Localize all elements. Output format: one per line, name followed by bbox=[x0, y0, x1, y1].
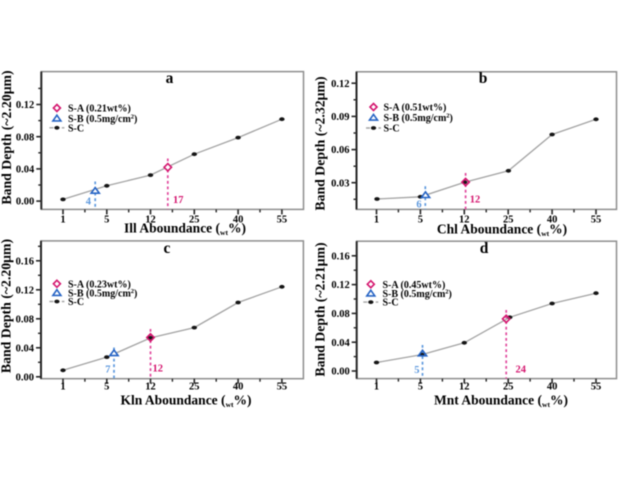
svg-text:0.12: 0.12 bbox=[331, 280, 349, 291]
svg-text:Chl Aboundance (wt%): Chl Aboundance (wt%) bbox=[437, 222, 567, 239]
svg-text:55: 55 bbox=[591, 381, 602, 392]
svg-text:0.03: 0.03 bbox=[331, 178, 349, 189]
svg-text:12: 12 bbox=[470, 194, 481, 205]
svg-text:S-C: S-C bbox=[68, 297, 84, 308]
svg-text:5: 5 bbox=[414, 365, 419, 376]
svg-text:1: 1 bbox=[60, 214, 65, 225]
svg-text:12: 12 bbox=[153, 364, 164, 375]
svg-text:5: 5 bbox=[418, 214, 423, 225]
svg-text:0.00: 0.00 bbox=[16, 372, 34, 383]
svg-text:Band Depth (~2.20μm): Band Depth (~2.20μm) bbox=[0, 70, 15, 204]
svg-text:40: 40 bbox=[233, 214, 244, 225]
svg-text:a: a bbox=[166, 70, 174, 87]
svg-text:Band Depth (~2.20μm): Band Depth (~2.20μm) bbox=[0, 239, 15, 373]
svg-text:0.12: 0.12 bbox=[16, 100, 34, 111]
svg-text:S-B (0.5mg/cm2): S-B (0.5mg/cm2) bbox=[68, 113, 137, 125]
svg-text:25: 25 bbox=[189, 381, 200, 392]
svg-text:1: 1 bbox=[374, 214, 379, 225]
svg-text:0.08: 0.08 bbox=[16, 314, 34, 325]
svg-text:55: 55 bbox=[277, 214, 288, 225]
svg-text:12: 12 bbox=[459, 381, 470, 392]
svg-text:1: 1 bbox=[374, 381, 379, 392]
svg-text:0.12: 0.12 bbox=[16, 285, 34, 296]
svg-text:Band Depth (~2.32μm): Band Depth (~2.32μm) bbox=[313, 76, 329, 210]
svg-text:c: c bbox=[164, 240, 171, 257]
svg-text:40: 40 bbox=[233, 381, 244, 392]
svg-text:0.04: 0.04 bbox=[16, 343, 35, 354]
svg-text:0.12: 0.12 bbox=[331, 79, 349, 90]
svg-text:40: 40 bbox=[547, 214, 558, 225]
svg-text:5: 5 bbox=[104, 381, 109, 392]
svg-text:0.08: 0.08 bbox=[16, 132, 34, 143]
svg-text:0.04: 0.04 bbox=[331, 338, 350, 349]
svg-text:1: 1 bbox=[60, 381, 65, 392]
svg-text:40: 40 bbox=[547, 381, 558, 392]
svg-text:24: 24 bbox=[516, 365, 527, 376]
svg-text:S-A (0.21wt%): S-A (0.21wt%) bbox=[68, 104, 131, 115]
svg-text:0.04: 0.04 bbox=[16, 165, 35, 176]
svg-text:0.00: 0.00 bbox=[16, 197, 34, 208]
svg-text:55: 55 bbox=[591, 214, 602, 225]
svg-text:0.16: 0.16 bbox=[331, 251, 349, 262]
svg-text:55: 55 bbox=[277, 381, 288, 392]
svg-text:12: 12 bbox=[145, 214, 156, 225]
svg-text:d: d bbox=[480, 240, 489, 257]
svg-text:S-A (0.23wt%): S-A (0.23wt%) bbox=[68, 279, 131, 290]
svg-text:0.09: 0.09 bbox=[331, 112, 349, 123]
svg-text:7: 7 bbox=[105, 365, 110, 376]
svg-text:Ill Aboundance (wt%): Ill Aboundance (wt%) bbox=[124, 221, 246, 238]
svg-text:0.00: 0.00 bbox=[331, 367, 349, 378]
svg-text:Band Depth (~2.21μm): Band Depth (~2.21μm) bbox=[313, 242, 329, 376]
svg-text:b: b bbox=[479, 70, 488, 87]
svg-text:S-C: S-C bbox=[384, 124, 400, 135]
svg-text:Kln Aboundance (wt%): Kln Aboundance (wt%) bbox=[121, 393, 252, 410]
svg-text:0.08: 0.08 bbox=[331, 309, 349, 320]
svg-text:S-B (0.5mg/cm2): S-B (0.5mg/cm2) bbox=[383, 288, 452, 300]
svg-text:S-B (0.5mg/cm2): S-B (0.5mg/cm2) bbox=[384, 113, 453, 125]
svg-text:S-C: S-C bbox=[383, 298, 399, 309]
svg-text:12: 12 bbox=[145, 381, 156, 392]
svg-text:S-A (0.51wt%): S-A (0.51wt%) bbox=[384, 103, 447, 114]
svg-text:6: 6 bbox=[416, 199, 421, 210]
svg-text:0.16: 0.16 bbox=[16, 256, 34, 267]
svg-text:5: 5 bbox=[104, 214, 109, 225]
svg-text:S-C: S-C bbox=[68, 123, 84, 134]
svg-text:25: 25 bbox=[189, 214, 200, 225]
svg-text:25: 25 bbox=[503, 381, 514, 392]
svg-text:Mnt Aboundance (wt%): Mnt Aboundance (wt%) bbox=[434, 393, 568, 410]
svg-text:5: 5 bbox=[418, 381, 423, 392]
svg-text:S-A (0.45wt%): S-A (0.45wt%) bbox=[383, 280, 446, 291]
svg-text:12: 12 bbox=[459, 214, 470, 225]
svg-text:4: 4 bbox=[86, 197, 92, 208]
svg-text:25: 25 bbox=[503, 214, 514, 225]
svg-text:0.06: 0.06 bbox=[331, 145, 349, 156]
svg-text:S-B (0.5mg/cm2): S-B (0.5mg/cm2) bbox=[68, 288, 137, 300]
svg-text:17: 17 bbox=[173, 195, 184, 206]
